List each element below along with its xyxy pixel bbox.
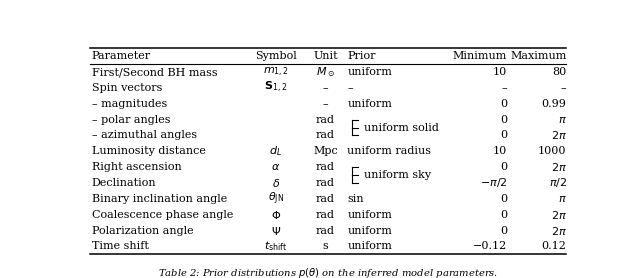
Text: 0: 0 bbox=[500, 162, 507, 172]
Text: −0.12: −0.12 bbox=[473, 241, 507, 251]
Text: –: – bbox=[501, 83, 507, 93]
Text: rad: rad bbox=[316, 225, 335, 235]
Text: uniform: uniform bbox=[348, 210, 392, 220]
Text: $-\pi/2$: $-\pi/2$ bbox=[480, 177, 507, 190]
Text: s: s bbox=[323, 241, 328, 251]
Text: Time shift: Time shift bbox=[92, 241, 148, 251]
Text: $\pi$: $\pi$ bbox=[557, 194, 566, 204]
Text: First/Second BH mass: First/Second BH mass bbox=[92, 67, 218, 77]
Text: 0: 0 bbox=[500, 194, 507, 204]
Text: Prior: Prior bbox=[348, 51, 376, 61]
Text: 10: 10 bbox=[493, 146, 507, 156]
Text: uniform: uniform bbox=[348, 225, 392, 235]
Text: Spin vectors: Spin vectors bbox=[92, 83, 163, 93]
Text: $\mathbf{S}_{1,2}$: $\mathbf{S}_{1,2}$ bbox=[264, 80, 287, 96]
Text: Parameter: Parameter bbox=[92, 51, 151, 61]
Text: 0: 0 bbox=[500, 130, 507, 140]
Text: –: – bbox=[323, 99, 328, 109]
Text: uniform solid: uniform solid bbox=[364, 123, 438, 133]
Text: $d_L$: $d_L$ bbox=[269, 144, 282, 158]
Text: Mpc: Mpc bbox=[313, 146, 338, 156]
Text: uniform radius: uniform radius bbox=[348, 146, 431, 156]
Text: $M_\odot$: $M_\odot$ bbox=[316, 65, 335, 79]
Text: –: – bbox=[323, 83, 328, 93]
Text: 1000: 1000 bbox=[538, 146, 566, 156]
Text: 80: 80 bbox=[552, 67, 566, 77]
Text: Coalescence phase angle: Coalescence phase angle bbox=[92, 210, 233, 220]
Text: $2\pi$: $2\pi$ bbox=[550, 209, 566, 221]
Text: uniform: uniform bbox=[348, 241, 392, 251]
Text: $m_{1,2}$: $m_{1,2}$ bbox=[263, 66, 289, 79]
Text: $\Psi$: $\Psi$ bbox=[271, 225, 281, 237]
Text: $\pi/2$: $\pi/2$ bbox=[548, 177, 566, 190]
Text: – polar angles: – polar angles bbox=[92, 115, 170, 125]
Text: – magnitudes: – magnitudes bbox=[92, 99, 167, 109]
Text: 0.12: 0.12 bbox=[541, 241, 566, 251]
Text: $t_\mathrm{shift}$: $t_\mathrm{shift}$ bbox=[264, 239, 287, 253]
Text: rad: rad bbox=[316, 210, 335, 220]
Text: $2\pi$: $2\pi$ bbox=[550, 161, 566, 173]
Text: 0: 0 bbox=[500, 115, 507, 125]
Text: 0.99: 0.99 bbox=[541, 99, 566, 109]
Text: Minimum: Minimum bbox=[452, 51, 507, 61]
Text: 0: 0 bbox=[500, 99, 507, 109]
Text: rad: rad bbox=[316, 178, 335, 188]
Text: Binary inclination angle: Binary inclination angle bbox=[92, 194, 227, 204]
Text: rad: rad bbox=[316, 162, 335, 172]
Text: Unit: Unit bbox=[313, 51, 338, 61]
Text: 10: 10 bbox=[493, 67, 507, 77]
Text: Polarization angle: Polarization angle bbox=[92, 225, 193, 235]
Text: $\delta$: $\delta$ bbox=[272, 177, 280, 189]
Text: rad: rad bbox=[316, 115, 335, 125]
Text: uniform: uniform bbox=[348, 67, 392, 77]
Text: $2\pi$: $2\pi$ bbox=[550, 225, 566, 237]
Text: rad: rad bbox=[316, 130, 335, 140]
Text: rad: rad bbox=[316, 194, 335, 204]
Text: 0: 0 bbox=[500, 225, 507, 235]
Text: $\Phi$: $\Phi$ bbox=[271, 209, 281, 221]
Text: $\theta_\mathrm{JN}$: $\theta_\mathrm{JN}$ bbox=[268, 191, 284, 207]
Text: Maximum: Maximum bbox=[510, 51, 566, 61]
Text: uniform: uniform bbox=[348, 99, 392, 109]
Text: Declination: Declination bbox=[92, 178, 157, 188]
Text: $\alpha$: $\alpha$ bbox=[271, 162, 280, 172]
Text: Luminosity distance: Luminosity distance bbox=[92, 146, 206, 156]
Text: Right ascension: Right ascension bbox=[92, 162, 182, 172]
Text: –: – bbox=[348, 83, 353, 93]
Text: –: – bbox=[561, 83, 566, 93]
Text: uniform sky: uniform sky bbox=[364, 170, 431, 180]
Text: 0: 0 bbox=[500, 210, 507, 220]
Text: $2\pi$: $2\pi$ bbox=[550, 130, 566, 142]
Text: – azimuthal angles: – azimuthal angles bbox=[92, 130, 197, 140]
Text: Symbol: Symbol bbox=[255, 51, 297, 61]
Text: sin: sin bbox=[348, 194, 364, 204]
Text: $\pi$: $\pi$ bbox=[557, 115, 566, 125]
Text: Table 2: Prior distributions $p(\theta)$ on the inferred model parameters.: Table 2: Prior distributions $p(\theta)$… bbox=[158, 266, 498, 278]
